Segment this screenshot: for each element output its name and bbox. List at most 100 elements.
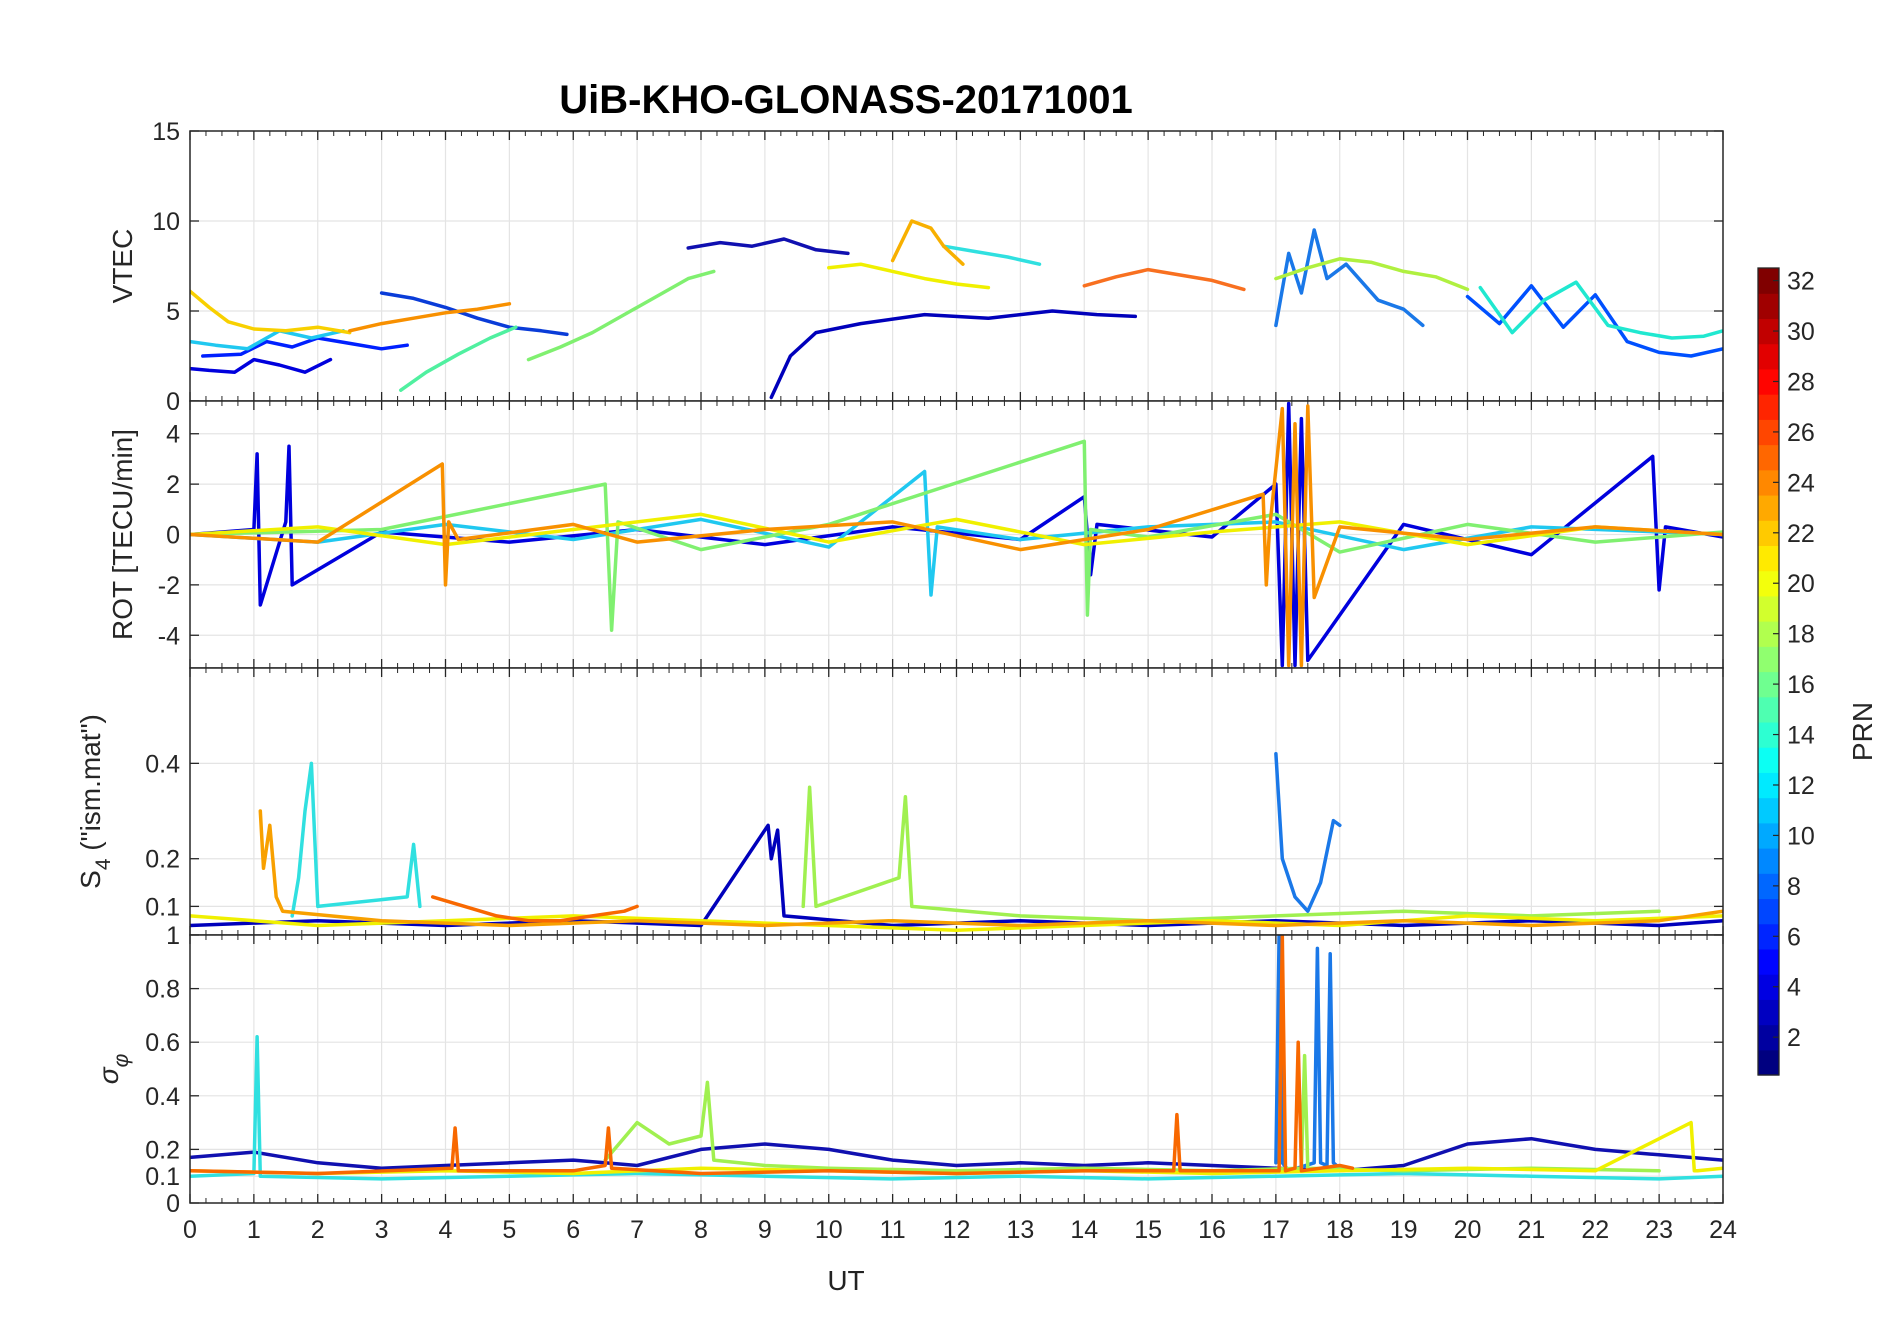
x-tick-label: 13 — [1006, 1216, 1034, 1244]
colorbar-tick-label: 32 — [1787, 268, 1815, 296]
series-line-prn-24 — [1082, 267, 1246, 292]
y-axis-label-vtec: VTEC — [107, 229, 138, 304]
x-tick-label: 4 — [439, 1216, 453, 1244]
series-line-prn-12 — [941, 244, 1042, 266]
colorbar-tick-label: 26 — [1787, 419, 1815, 447]
colorbar-swatch — [1758, 772, 1779, 799]
colorbar-tick-label: 28 — [1787, 368, 1815, 396]
x-tick-label: 10 — [815, 1216, 843, 1244]
y-tick-label: 0.4 — [145, 750, 180, 778]
y-tick-label: 4 — [166, 421, 180, 449]
series-line-prn-12 — [290, 761, 422, 918]
series-line-prn-4 — [190, 357, 333, 374]
colorbar-tick-label: 14 — [1787, 722, 1815, 750]
x-tick-label: 24 — [1709, 1216, 1737, 1244]
series-line-prn-23 — [347, 302, 512, 333]
panel-s4: 0.10.20.4S4 ("ism.mat") — [75, 667, 1724, 936]
series-line-prn-18 — [1274, 257, 1470, 292]
colorbar-swatch — [1758, 394, 1779, 420]
colorbar-swatch — [1758, 469, 1779, 496]
colorbar-tick-label: 8 — [1787, 873, 1801, 901]
colorbar-swatch — [1758, 848, 1779, 874]
colorbar-swatch — [1758, 646, 1779, 673]
series-group-sigma — [190, 935, 1723, 1181]
y-tick-label: 0.1 — [145, 1163, 180, 1191]
series-line-prn-25 — [190, 935, 1355, 1176]
y-tick-label: -4 — [158, 622, 180, 650]
x-tick-label: 5 — [502, 1216, 516, 1244]
y-tick-label: 0.2 — [145, 1136, 180, 1164]
y-tick-label: 15 — [152, 118, 180, 146]
series-group-vtec — [190, 219, 1723, 400]
colorbar-tick-label: 6 — [1787, 923, 1801, 951]
y-tick-label: 0.4 — [145, 1083, 180, 1111]
x-tick-label: 23 — [1645, 1216, 1673, 1244]
series-line-prn-3 — [686, 237, 850, 256]
colorbar-border — [1757, 267, 1780, 1076]
y-tick-label: 10 — [152, 208, 180, 236]
x-tick-label: 7 — [630, 1216, 644, 1244]
x-tick-label: 17 — [1262, 1216, 1290, 1244]
series-line-prn-25 — [430, 895, 639, 923]
colorbar-swatch — [1758, 696, 1779, 723]
x-tick-label: 18 — [1326, 1216, 1354, 1244]
x-tick-label: 1 — [247, 1216, 261, 1244]
colorbar-swatch — [1758, 822, 1779, 849]
colorbar-tick-label: 18 — [1787, 621, 1815, 649]
colorbar-swatch — [1758, 923, 1779, 950]
y-tick-label: 0 — [166, 1190, 180, 1218]
colorbar-swatch — [1758, 1024, 1779, 1051]
series-line-prn-15 — [399, 325, 518, 392]
y-tick-label: 0.8 — [145, 976, 180, 1004]
x-tick-label: 6 — [566, 1216, 580, 1244]
panel-vtec: 0 5 10 15 VTEC — [107, 118, 1724, 416]
series-line-prn-13 — [1478, 280, 1723, 340]
x-tick-label: 21 — [1517, 1216, 1545, 1244]
x-axis-label: UT — [827, 1265, 864, 1296]
colorbar-swatch — [1758, 974, 1779, 1000]
colorbar-swatch — [1758, 797, 1779, 824]
series-line-prn-23 — [258, 809, 1723, 928]
colorbar-swatch — [1758, 368, 1779, 395]
y-tick-label: 0.6 — [145, 1029, 180, 1057]
y-tick-label: 0.1 — [145, 893, 180, 921]
colorbar-swatch — [1758, 898, 1779, 925]
series-line-prn-11 — [190, 469, 1723, 597]
x-tick-label: 22 — [1581, 1216, 1609, 1244]
colorbar-swatch — [1758, 293, 1779, 320]
series-line-prn-9 — [1274, 752, 1342, 913]
colorbar-tick-label: 22 — [1787, 520, 1815, 548]
colorbar-tick-label: 24 — [1787, 469, 1815, 497]
colorbar-swatch — [1758, 570, 1779, 597]
x-tick-label: 16 — [1198, 1216, 1226, 1244]
colorbar-swatch — [1758, 873, 1779, 900]
series-line-prn-7 — [1465, 284, 1723, 358]
colorbar-tick-label: 2 — [1787, 1024, 1801, 1052]
colorbar-swatch — [1758, 343, 1779, 370]
series-line-prn-20 — [190, 914, 1723, 932]
colorbar-swatch — [1758, 545, 1779, 572]
y-tick-label: 0 — [166, 522, 180, 550]
colorbar-tick-label: 10 — [1787, 822, 1815, 850]
y-tick-label: 2 — [166, 471, 180, 499]
y-tick-label: 5 — [166, 298, 180, 326]
colorbar-swatch — [1758, 999, 1779, 1026]
colorbar-swatch — [1758, 621, 1779, 647]
x-tick-label: 12 — [943, 1216, 971, 1244]
colorbar-swatch — [1758, 948, 1779, 975]
colorbar-swatch — [1758, 268, 1779, 294]
x-tick-label: 14 — [1070, 1216, 1098, 1244]
x-tick-label: 9 — [758, 1216, 772, 1244]
y-tick-label: 1 — [166, 922, 180, 950]
series-line-prn-16 — [190, 439, 1723, 632]
colorbar-swatch — [1758, 747, 1779, 773]
colorbar-swatch — [1758, 721, 1779, 748]
series-line-prn-5 — [201, 336, 409, 358]
colorbar-swatch — [1758, 1049, 1779, 1076]
x-tick-label: 19 — [1390, 1216, 1418, 1244]
colorbar-swatch — [1758, 671, 1779, 698]
